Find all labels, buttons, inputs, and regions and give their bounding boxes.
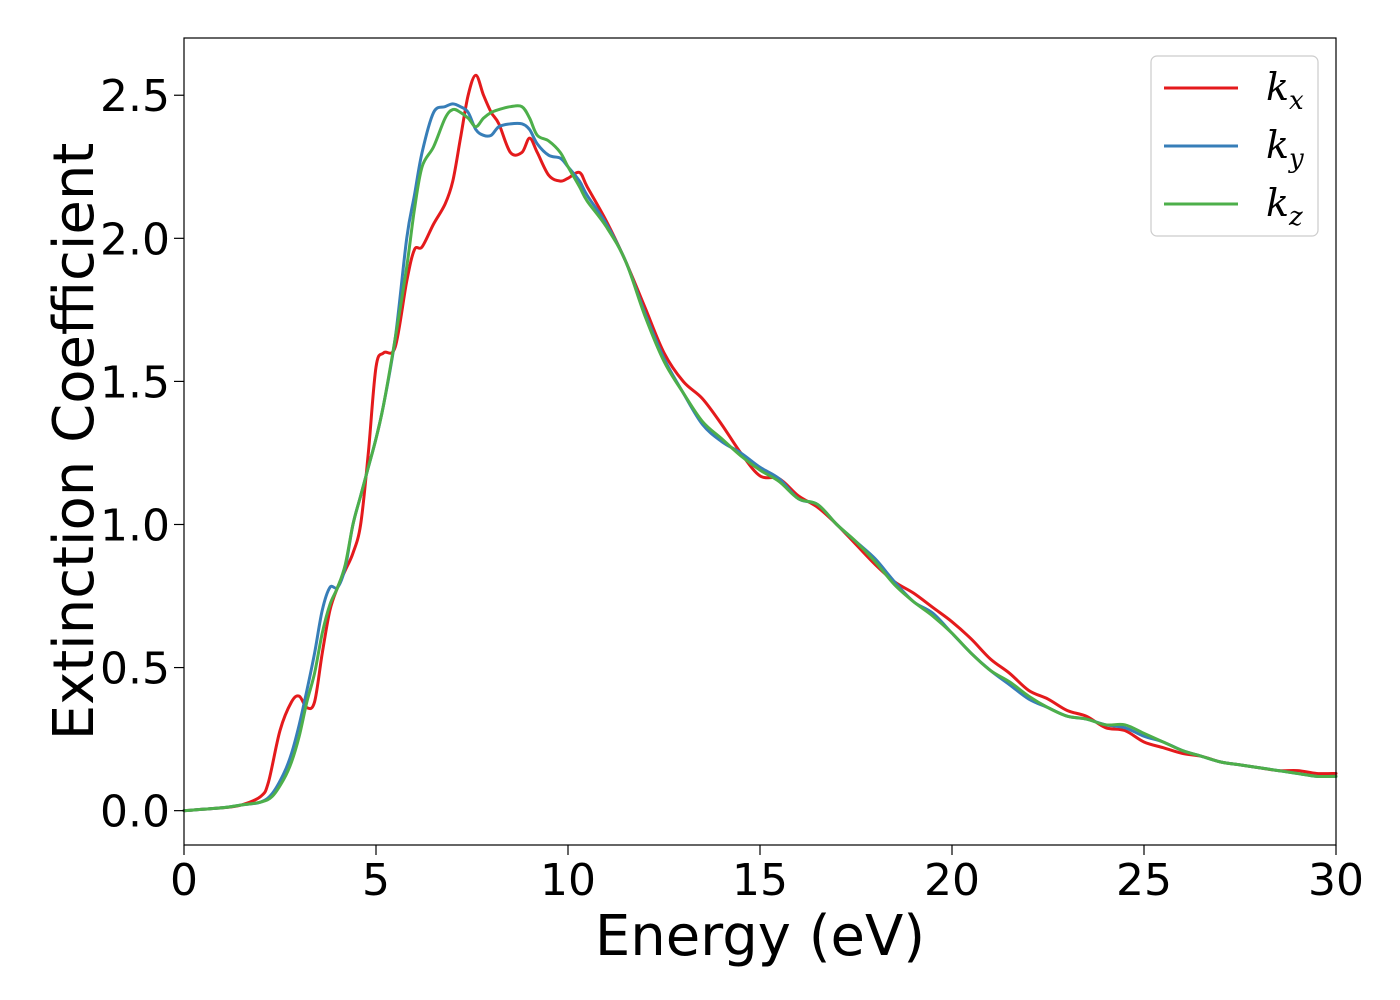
x-tick-label: 25 <box>1116 855 1172 906</box>
x-tick-label: 0 <box>170 855 198 906</box>
legend-label-subscript: x <box>1289 86 1304 116</box>
legend-label-base: k <box>1266 65 1289 109</box>
legend-label-base: k <box>1266 181 1289 225</box>
series-line-z <box>182 104 1338 813</box>
legend-label-z: kz <box>1266 181 1303 232</box>
x-tick-label: 30 <box>1308 855 1364 906</box>
y-tick-label: 1.5 <box>100 357 170 408</box>
x-tick-label: 5 <box>362 855 390 906</box>
legend-label-x: kx <box>1266 65 1304 116</box>
legend-label-y: ky <box>1266 123 1304 174</box>
y-tick-label: 1.0 <box>100 500 170 551</box>
x-tick-label: 20 <box>924 855 980 906</box>
y-tick-label: 0.5 <box>100 644 170 695</box>
y-tick-label: 2.0 <box>100 214 170 265</box>
y-axis-label: Extinction Coefficient <box>42 143 107 741</box>
x-tick-label: 15 <box>732 855 788 906</box>
series-layer <box>182 73 1338 813</box>
y-axis-ticks: 0.0 0.5 1.0 1.5 2.0 2.5 <box>100 71 184 838</box>
x-axis-label: Energy (eV) <box>595 904 925 969</box>
legend-label-subscript: z <box>1288 202 1303 232</box>
y-tick-label: 0.0 <box>100 787 170 838</box>
x-tick-label: 10 <box>540 855 596 906</box>
legend-label-subscript: y <box>1288 144 1304 174</box>
legend-label-base: k <box>1266 123 1289 167</box>
x-axis-ticks: 0 5 10 15 20 25 30 <box>170 845 1364 906</box>
y-tick-label: 2.5 <box>100 71 170 122</box>
